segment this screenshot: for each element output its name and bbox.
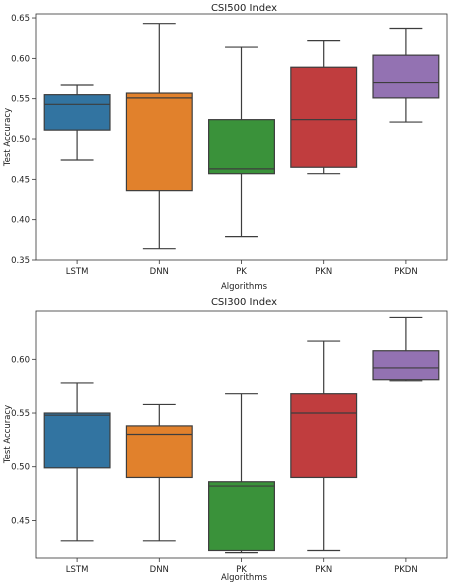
y-tick-label: 0.60 [11, 54, 30, 64]
y-tick-label: 0.65 [11, 14, 30, 24]
box-pk [208, 46, 275, 238]
y-tick-label: 0.35 [11, 256, 30, 266]
x-tick-label: PKN [315, 267, 332, 277]
x-axis-label: Algorithms [221, 282, 268, 292]
y-axis: 0.35 0.40 0.45 0.50 0.55 0.60 0.65 [11, 14, 36, 266]
box-dnn [125, 23, 193, 250]
box-pkn [290, 340, 358, 552]
box-iqr [125, 92, 193, 192]
box-iqr [372, 350, 440, 381]
x-tick-label: PKDN [394, 267, 418, 277]
y-axis: 0.45 0.50 0.55 0.60 [11, 355, 36, 526]
chart-title: CSI300 Index [211, 297, 277, 308]
x-axis-label: Algorithms [221, 573, 268, 583]
chart-csi300: CSI300 Index 0.45 0.50 0.55 0.60 LSTM DNN PK P… [3, 297, 448, 583]
y-tick-label: 0.50 [11, 463, 30, 473]
x-tick-label: DNN [150, 267, 169, 277]
box-lstm [43, 382, 111, 542]
box-iqr [208, 481, 275, 552]
box-pkdn [372, 316, 440, 382]
x-tick-label: LSTM [66, 565, 89, 575]
y-tick-label: 0.50 [11, 135, 30, 145]
x-axis: LSTM DNN PK PKN PKDN [66, 558, 418, 575]
box-iqr [125, 425, 193, 479]
x-tick-label: PK [236, 267, 247, 277]
chart-csi500: CSI500 Index 0.35 0.40 0.45 0.50 0.55 0.60 0.6… [3, 3, 448, 292]
y-tick-label: 0.45 [11, 516, 30, 526]
box-lstm [43, 84, 111, 161]
box-series [43, 316, 440, 554]
x-tick-label: LSTM [66, 267, 89, 277]
box-iqr [290, 66, 358, 168]
y-axis-label: Test Accuracy [3, 405, 13, 464]
box-iqr [372, 54, 440, 99]
box-iqr [208, 119, 275, 175]
box-dnn [125, 403, 193, 542]
x-tick-label: PK [236, 565, 247, 575]
box-pk [208, 393, 275, 554]
box-iqr [43, 94, 111, 131]
y-tick-label: 0.40 [11, 216, 30, 226]
box-series [43, 23, 440, 250]
y-tick-label: 0.55 [11, 409, 30, 419]
y-tick-label: 0.55 [11, 95, 30, 105]
chart-title: CSI500 Index [211, 3, 277, 14]
box-iqr [290, 393, 358, 479]
box-pkdn [372, 27, 440, 123]
box-pkn [290, 40, 358, 175]
y-axis-label: Test Accuracy [3, 108, 13, 167]
y-tick-label: 0.45 [11, 175, 30, 185]
x-tick-label: PKDN [394, 565, 418, 575]
x-tick-label: PKN [315, 565, 332, 575]
y-tick-label: 0.60 [11, 355, 30, 365]
x-tick-label: DNN [150, 565, 169, 575]
box-iqr [43, 412, 111, 469]
x-axis: LSTM DNN PK PKN PKDN [66, 260, 418, 277]
